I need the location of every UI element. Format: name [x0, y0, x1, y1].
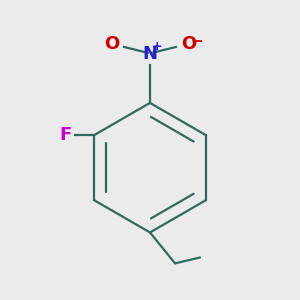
- Text: +: +: [152, 40, 163, 53]
- Text: O: O: [181, 35, 196, 53]
- Text: F: F: [60, 126, 72, 144]
- Text: −: −: [190, 34, 203, 50]
- Text: N: N: [142, 45, 158, 63]
- Text: O: O: [104, 35, 119, 53]
